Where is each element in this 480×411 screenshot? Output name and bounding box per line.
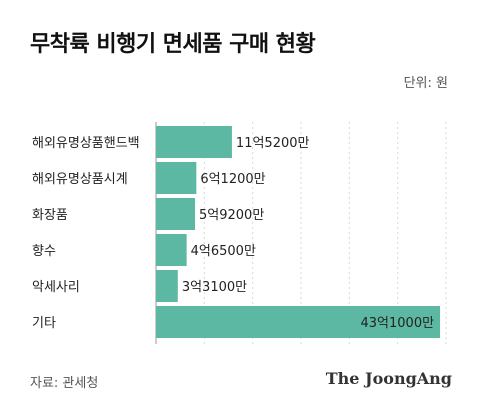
category-label-0: 해외유명상품핸드백	[32, 135, 140, 151]
bar-3	[156, 234, 187, 266]
source-label: 자료: 관세청	[30, 376, 99, 391]
page-title: 무착륙 비행기 면세품 구매 현황	[30, 32, 316, 57]
brand-logo: The JoongAng	[325, 369, 452, 388]
value-label-0: 11억5200만	[236, 136, 310, 151]
category-label-2: 화장품	[32, 208, 68, 223]
unit-label: 단위: 원	[403, 76, 448, 91]
bar-2	[156, 198, 196, 230]
category-label-1: 해외유명상품시계	[32, 172, 128, 187]
category-label-5: 기타	[32, 316, 56, 331]
value-label-5: 43억1000만	[361, 316, 435, 331]
value-label-2: 5억9200만	[199, 208, 264, 223]
bar-1	[156, 162, 197, 194]
bar-4	[156, 270, 178, 302]
value-label-1: 6억1200만	[200, 172, 265, 187]
value-label-3: 4억6500만	[191, 244, 256, 259]
bar-5	[156, 306, 441, 338]
category-label-3: 향수	[32, 244, 56, 259]
value-label-4: 3억3100만	[182, 280, 247, 295]
category-label-4: 악세사리	[32, 280, 80, 295]
bar-0	[156, 126, 232, 158]
